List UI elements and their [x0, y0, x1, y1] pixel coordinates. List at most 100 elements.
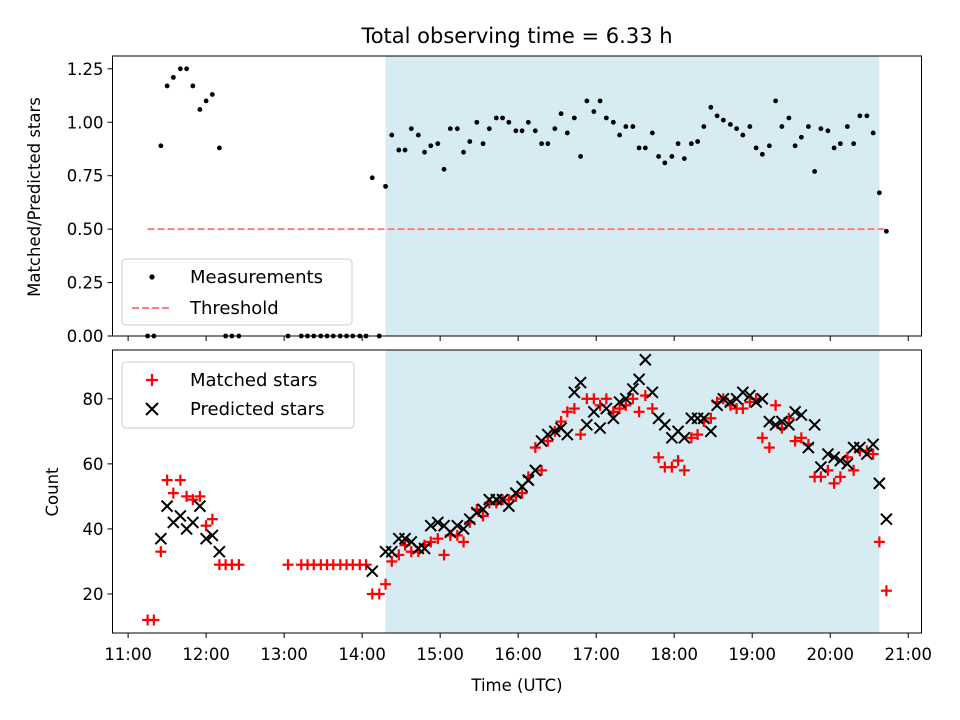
predicted-star-marker — [587, 405, 601, 419]
measurement-point — [209, 92, 215, 97]
bottom-x-ticks: 11:00 12:00 13:00 14:00 15:00 16:00 17:00 18:00… — [104, 633, 932, 664]
measurement-point — [695, 139, 701, 144]
top-shaded-span — [385, 56, 880, 336]
matched-star-marker — [685, 432, 697, 444]
matched-star-marker — [458, 536, 470, 548]
measurement-point — [740, 132, 746, 138]
measurement-point — [727, 121, 733, 127]
predicted-star-marker — [424, 519, 438, 532]
bottom-y-tick-label: 80 — [83, 390, 104, 409]
measurement-point — [805, 124, 811, 129]
matched-star-marker — [795, 432, 807, 444]
bottom-legend: Matched stars Predicted stars — [121, 361, 355, 429]
matched-star-marker — [380, 578, 392, 590]
matched-star-marker — [161, 474, 173, 486]
matched-star-marker — [678, 464, 690, 476]
measurement-point — [851, 141, 857, 147]
bottom-x-tick-label: 17:00 — [572, 645, 620, 664]
matched-star-marker — [633, 406, 645, 418]
legend-threshold-label: Threshold — [189, 298, 279, 319]
legend-measurements-marker — [149, 274, 155, 280]
legend-matched-label: Matched stars — [190, 370, 317, 391]
predicted-star-marker — [470, 506, 484, 519]
matched-star-marker — [555, 416, 567, 428]
predicted-stars-points — [154, 353, 893, 578]
matched-star-marker — [692, 429, 704, 441]
measurement-point — [864, 113, 870, 119]
measurement-point — [552, 126, 558, 132]
measurement-point — [402, 147, 408, 153]
top-y-tick-label: 0.25 — [67, 274, 104, 293]
measurement-point — [837, 141, 843, 147]
bottom-x-tick-label: 20:00 — [806, 645, 854, 664]
measurement-point — [773, 98, 779, 104]
measurement-point — [747, 124, 753, 129]
measurement-point — [642, 145, 648, 151]
predicted-star-marker — [841, 457, 854, 471]
measurement-point — [708, 104, 714, 110]
predicted-star-marker — [834, 454, 847, 467]
legend-predicted-marker — [145, 402, 159, 416]
matched-star-marker — [282, 559, 294, 571]
predicted-star-marker — [724, 395, 737, 409]
predicted-star-marker — [697, 412, 711, 425]
matched-star-marker — [614, 403, 626, 415]
predicted-star-marker — [457, 522, 470, 536]
top-y-axis-label: Matched/Predicted stars — [25, 97, 44, 297]
matched-star-marker — [880, 585, 892, 597]
bottom-x-tick-label: 12:00 — [182, 645, 230, 664]
predicted-star-marker — [451, 519, 464, 532]
matched-star-marker — [848, 464, 860, 476]
matched-star-marker — [360, 559, 372, 571]
measurement-point — [422, 149, 427, 155]
matched-star-marker — [568, 403, 580, 415]
top-panel: 0.00 0.25 0.50 0.75 1.00 1.25 Total observing… — [25, 24, 922, 346]
predicted-star-marker — [866, 438, 880, 451]
matched-star-marker — [600, 393, 612, 405]
matched-star-marker — [828, 477, 840, 489]
bottom-x-tick-label: 11:00 — [104, 645, 152, 664]
measurement-point — [170, 74, 176, 80]
measurement-point — [519, 128, 525, 134]
measurement-point — [525, 119, 531, 125]
measurement-point — [831, 145, 837, 151]
measurement-point — [571, 115, 577, 121]
predicted-star-marker — [775, 415, 789, 428]
bottom-x-tick-label: 14:00 — [338, 645, 386, 664]
predicted-star-marker — [366, 564, 379, 578]
matched-star-marker — [744, 396, 756, 408]
measurement-point — [216, 145, 222, 151]
measurement-point — [389, 132, 395, 138]
predicted-star-marker — [186, 516, 200, 529]
measurement-point — [408, 126, 414, 132]
matched-star-marker — [627, 393, 639, 405]
predicted-star-marker — [821, 447, 835, 461]
measurement-point — [513, 128, 519, 134]
measurement-point — [688, 141, 694, 147]
matched-star-marker — [646, 403, 658, 415]
matched-star-marker — [432, 533, 444, 545]
top-legend: Measurements Threshold — [121, 258, 353, 326]
predicted-star-marker — [763, 415, 776, 428]
matched-star-marker — [653, 451, 665, 463]
matched-star-marker — [873, 536, 885, 548]
matched-star-marker — [834, 471, 846, 483]
matched-star-marker — [789, 435, 801, 447]
predicted-star-marker — [568, 386, 581, 399]
matched-star-marker — [386, 555, 398, 567]
predicted-star-marker — [827, 451, 841, 464]
bottom-y-tick-label: 20 — [83, 585, 104, 604]
measurement-point — [177, 66, 183, 72]
matched-star-marker — [763, 442, 775, 454]
matched-star-marker — [536, 464, 548, 476]
matched-star-marker — [588, 393, 600, 405]
measurement-point — [766, 143, 772, 149]
measurement-point — [539, 141, 544, 147]
measurement-point — [493, 115, 499, 121]
measurement-point — [617, 132, 622, 138]
bottom-legend-box — [121, 361, 355, 429]
measurement-point — [369, 175, 375, 181]
matched-star-marker — [672, 455, 684, 467]
measurement-point — [798, 134, 804, 140]
